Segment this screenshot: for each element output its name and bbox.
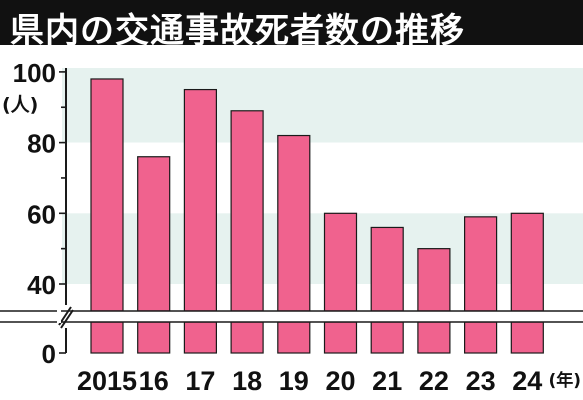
bar (464, 216, 498, 354)
x-tick-label: 23 (466, 366, 496, 396)
y-tick-label: 40 (27, 270, 56, 300)
x-tick-label: 20 (325, 366, 355, 396)
x-tick-label: 24 (512, 366, 542, 396)
bar (183, 88, 217, 354)
x-tick-label: 22 (419, 366, 449, 396)
x-tick-label: 17 (185, 366, 215, 396)
title-bar: 県内の交通事故死者数の推移 (0, 0, 583, 51)
x-tick-labels: 2015 16 17 18 19 20 21 22 23 24 (年) (77, 366, 581, 396)
bar (90, 78, 124, 354)
bar (230, 110, 264, 354)
background-band (62, 68, 583, 143)
bar (510, 212, 544, 354)
x-tick-label: 19 (279, 366, 309, 396)
y-tick-label: 0 (42, 339, 56, 369)
x-tick-label: 16 (139, 366, 169, 396)
x-axis-unit: (年) (548, 370, 581, 391)
bar (137, 156, 171, 354)
x-tick-label: 2015 (77, 366, 137, 396)
y-tick-labels: 0 40 60 80 100 (人) (2, 58, 56, 369)
y-tick-label: 100 (13, 58, 56, 88)
chart-title: 県内の交通事故死者数の推移 (10, 11, 465, 51)
y-tick-label: 80 (27, 129, 56, 159)
bar (277, 134, 311, 354)
bars (0, 78, 583, 354)
x-tick-label: 21 (372, 366, 402, 396)
bar (417, 248, 451, 354)
bar (323, 212, 358, 354)
bar (370, 226, 404, 354)
y-tick-label: 60 (27, 199, 56, 229)
axis-break-gap (62, 311, 583, 322)
y-axis (57, 68, 74, 354)
x-tick-label: 18 (232, 366, 262, 396)
y-axis-unit: (人) (2, 94, 38, 116)
